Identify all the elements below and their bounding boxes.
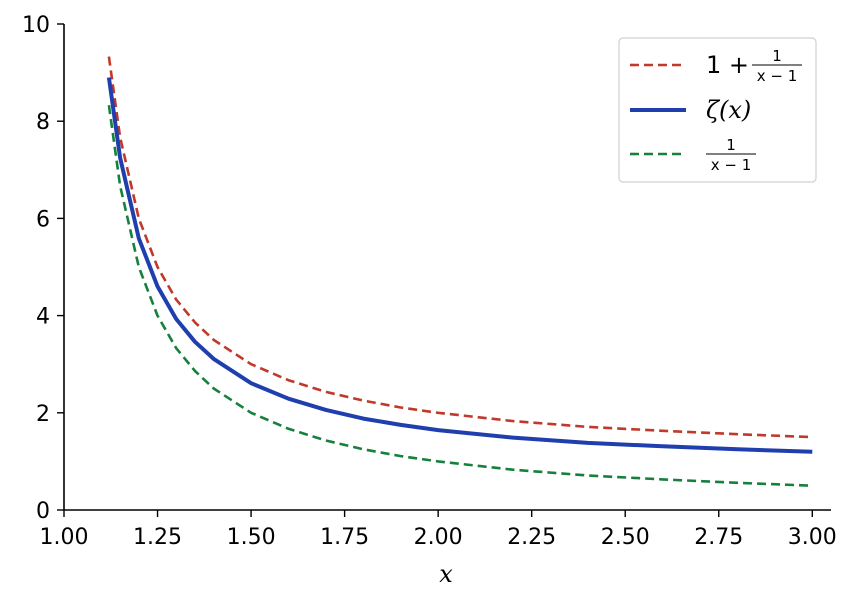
y-tick-label: 0 xyxy=(36,499,50,524)
legend-label-numerator-1: 1 xyxy=(772,47,782,65)
legend-label-denominator-3: x − 1 xyxy=(711,156,752,174)
y-tick-label: 10 xyxy=(22,13,50,38)
x-tick-label: 1.75 xyxy=(320,525,369,550)
x-tick-label: 2.75 xyxy=(694,525,743,550)
x-tick-label: 3.00 xyxy=(788,525,837,550)
legend-label-denominator-1: x − 1 xyxy=(757,67,798,85)
x-tick-label: 1.50 xyxy=(227,525,276,550)
x-tick-label: 2.50 xyxy=(601,525,650,550)
axes xyxy=(63,24,831,511)
series-line-1 xyxy=(107,56,813,439)
legend-label-numerator-3: 1 xyxy=(726,136,736,154)
ticks: 1.00 1.25 1.50 1.75 2.00 2.25 2.50 2.75 3.00 0 2 4 6… xyxy=(22,13,837,550)
y-tick-label: 6 xyxy=(36,207,50,232)
x-tick-label: 1.00 xyxy=(40,525,89,550)
x-tick-label: 1.25 xyxy=(133,525,182,550)
y-tick-label: 8 xyxy=(36,110,50,135)
series-line-2 xyxy=(106,77,813,454)
x-tick-label: 2.00 xyxy=(414,525,463,550)
series-layer xyxy=(106,56,813,487)
legend-box xyxy=(618,37,817,183)
series-line-3 xyxy=(107,105,813,487)
x-tick-label: 2.25 xyxy=(507,525,556,550)
legend-label-2: ζ(x) xyxy=(706,96,751,124)
y-tick-label: 4 xyxy=(36,305,50,330)
y-tick-label: 2 xyxy=(36,402,50,427)
x-axis-label: x xyxy=(439,560,453,588)
legend-label-lead-1: 1 + xyxy=(706,51,749,79)
legend: 1 + 1 x − 1 ζ(x) 1 x − 1 xyxy=(618,37,817,183)
